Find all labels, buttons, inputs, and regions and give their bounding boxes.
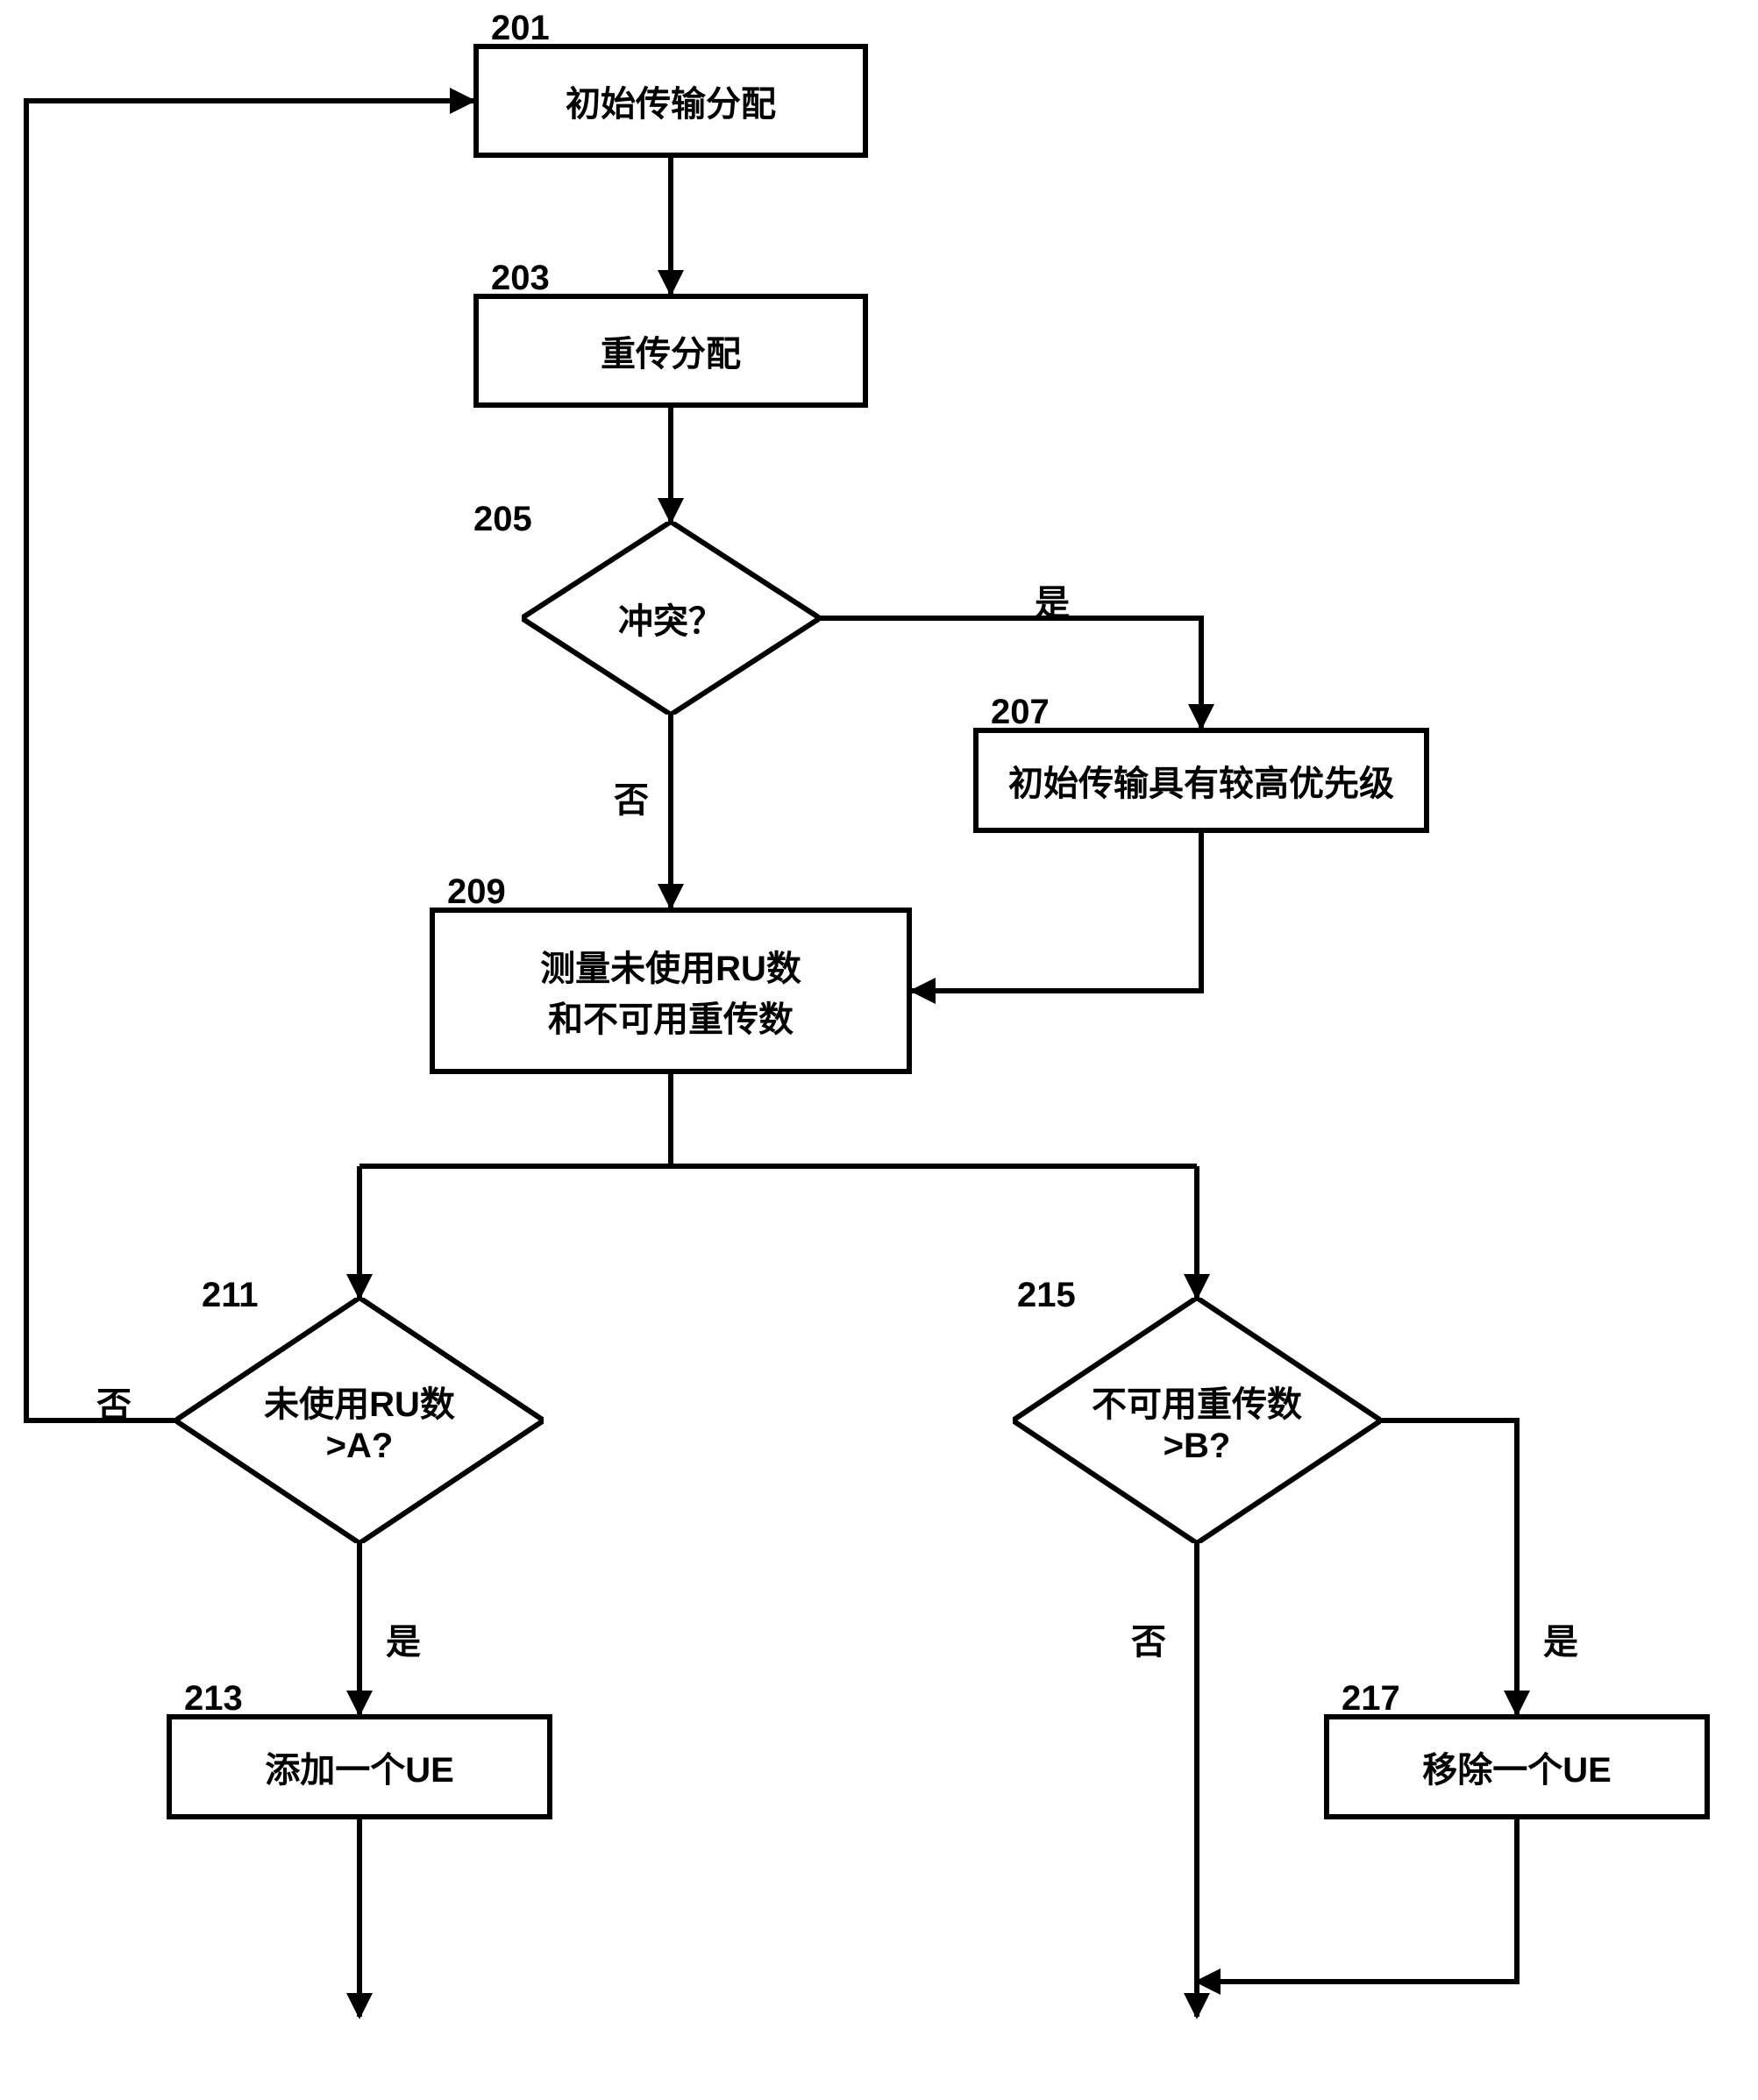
node-text: 初始传输分配	[566, 75, 776, 126]
node-number-209: 209	[447, 872, 506, 912]
node-text: 未使用RU数 >A?	[175, 1298, 544, 1543]
node-number-213: 213	[184, 1679, 243, 1719]
node-text: 冲突？	[522, 522, 820, 715]
node-text: 测量未使用RU数 和不可用重传数	[540, 940, 801, 1042]
node-number-201: 201	[491, 9, 550, 48]
e211-213-yes-label: 是	[386, 1613, 421, 1664]
node-text: 移除一个UE	[1422, 1741, 1612, 1792]
node-number-203: 203	[491, 259, 550, 298]
e205-209-no-label: 否	[614, 772, 649, 822]
e211-no-loop	[26, 101, 473, 1420]
e215-217-yes-label: 是	[1543, 1613, 1578, 1664]
node-211: 未使用RU数 >A?	[175, 1298, 544, 1543]
node-209: 测量未使用RU数 和不可用重传数	[430, 908, 912, 1074]
node-215: 不可用重传数 >B?	[1013, 1298, 1381, 1543]
flowchart-canvas: 201初始传输分配203重传分配205冲突？207初始传输具有较高优先级209测…	[0, 0, 1758, 2100]
node-217: 移除一个UE	[1324, 1714, 1710, 1819]
node-text: 添加一个UE	[265, 1741, 454, 1792]
node-203: 重传分配	[473, 294, 868, 408]
node-205: 冲突？	[522, 522, 820, 715]
node-text: 不可用重传数 >B?	[1013, 1298, 1381, 1543]
node-213: 添加一个UE	[167, 1714, 552, 1819]
node-201: 初始传输分配	[473, 44, 868, 158]
node-number-217: 217	[1342, 1679, 1400, 1719]
e207-209	[912, 833, 1201, 991]
e217-merge	[1197, 1819, 1517, 1982]
e215-217-yes	[1381, 1420, 1517, 1714]
e205-207-yes-label: 是	[1035, 574, 1070, 625]
e215-no-down-label: 否	[1131, 1613, 1166, 1664]
node-text: 初始传输具有较高优先级	[1008, 755, 1394, 806]
e211-no-loop-label: 否	[96, 1377, 132, 1427]
node-number-207: 207	[991, 693, 1050, 732]
node-207: 初始传输具有较高优先级	[973, 728, 1429, 833]
node-text: 重传分配	[601, 325, 741, 376]
